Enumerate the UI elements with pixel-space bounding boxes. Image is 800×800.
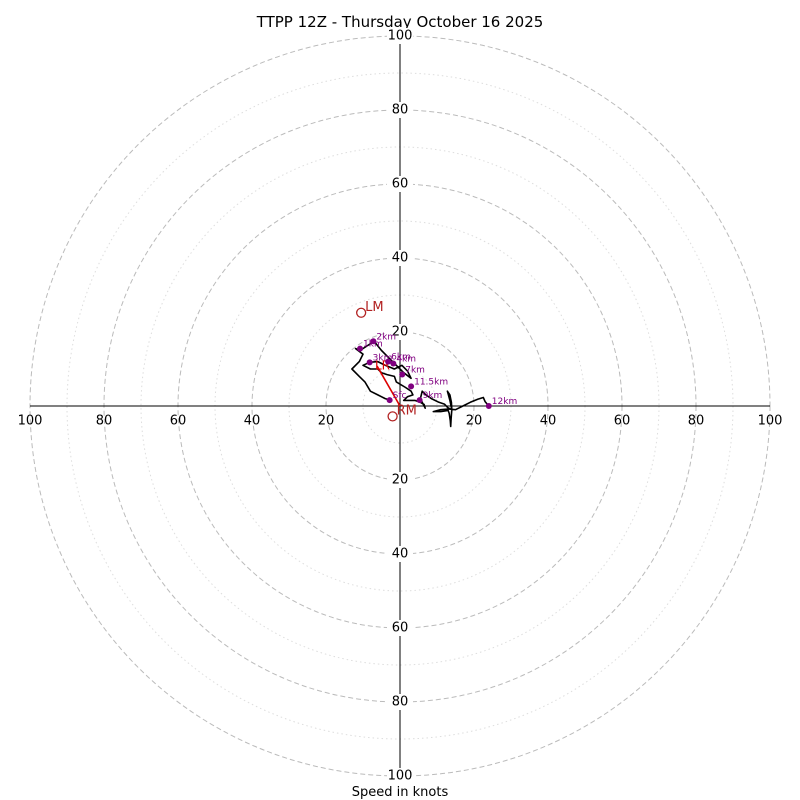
height-marker-4km (390, 360, 397, 367)
height-marker-12km (485, 403, 492, 409)
height-marker-label-9km: 9km (423, 391, 443, 401)
bunkers-lm-label: LM (365, 300, 383, 315)
height-marker-label-6km: 6km (391, 353, 411, 363)
tick-label-right-60: 60 (614, 414, 631, 429)
height-marker-sfc (386, 397, 393, 404)
storm-motion-vector (376, 365, 401, 407)
tick-label-left-20: 20 (318, 414, 335, 429)
height-marker-label-3km: 3km (373, 353, 393, 363)
height-marker-2km (370, 338, 377, 345)
bunkers-markers-group: LM RM (355, 300, 417, 422)
height-marker-label-1km: 1km (363, 340, 383, 350)
tick-label-right-20: 20 (466, 414, 483, 429)
tick-label-bottom-80: 80 (392, 695, 409, 710)
height-marker-label-2km: 2km (376, 332, 396, 342)
tick-label-top-80: 80 (392, 103, 409, 118)
tick-label-top-40: 40 (392, 251, 409, 266)
height-marker-3km (366, 359, 373, 366)
tick-label-top-100: 100 (388, 29, 413, 44)
height-marker-label-12km: 12km (492, 397, 517, 407)
height-marker-6km (385, 358, 392, 365)
tick-label-right-100: 100 (758, 414, 783, 429)
hodograph-line (351, 340, 490, 428)
height-marker-label-4km: 4km (396, 354, 416, 364)
tick-label-bg-top-20 (387, 324, 413, 340)
tick-label-left-60: 60 (170, 414, 187, 429)
height-marker-9km (416, 397, 423, 404)
height-marker-7km (399, 371, 406, 378)
tick-label-bg-bottom-20 (387, 472, 413, 488)
tick-label-top-60: 60 (392, 177, 409, 192)
height-marker-label-sfc: Sfc (393, 391, 407, 401)
tick-label-bg-bottom-40 (387, 546, 413, 562)
tick-label-bg-bottom-80 (387, 694, 413, 710)
tick-label-bg-bottom-60 (387, 620, 413, 636)
tick-label-left-40: 40 (244, 414, 261, 429)
tick-label-bg-top-100 (387, 28, 413, 44)
height-marker-label-7km: 7km (405, 366, 425, 376)
bunkers-rm-marker (387, 411, 398, 422)
tick-label-bottom-60: 60 (392, 621, 409, 636)
height-marker-1km (357, 345, 364, 352)
chart-title: TTPP 12Z - Thursday October 16 2025 (256, 13, 544, 31)
height-marker-11-5km (408, 383, 415, 390)
tick-label-left-80: 80 (96, 414, 113, 429)
tick-label-bg-top-60 (387, 176, 413, 192)
bunkers-lm-marker (355, 307, 367, 318)
tick-label-right-80: 80 (688, 414, 705, 429)
tick-label-bg-top-80 (387, 102, 413, 118)
tick-label-left-100: 100 (18, 414, 43, 429)
tick-label-bg-bottom-100 (387, 768, 413, 784)
tick-label-bg-top-40 (387, 250, 413, 266)
tick-label-bottom-100: 100 (388, 769, 413, 784)
tick-label-bottom-20: 20 (392, 473, 409, 488)
tick-label-bottom-40: 40 (392, 547, 409, 562)
tick-label-top-20: 20 (392, 325, 409, 340)
hodograph-trace-group (351, 340, 490, 428)
tick-labels: 20 20 20 20 40 40 40 40 60 60 60 60 80 80 80 80 100 100 10… (18, 28, 783, 784)
x-axis-label: Speed in knots (352, 785, 449, 800)
height-marker-label-11-5km: 11.5km (414, 377, 448, 387)
tick-label-right-40: 40 (540, 414, 557, 429)
bunkers-rm-label: RM (397, 403, 417, 418)
